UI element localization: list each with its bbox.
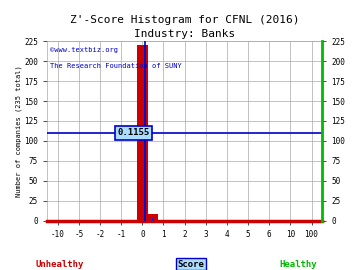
Bar [148,214,158,221]
Text: 0.1155: 0.1155 [117,129,149,137]
Text: Score: Score [177,260,204,269]
Bar [152,218,154,221]
Bar [137,45,148,221]
Text: The Research Foundation of SUNY: The Research Foundation of SUNY [50,63,182,69]
Title: Z'-Score Histogram for CFNL (2016)
Industry: Banks: Z'-Score Histogram for CFNL (2016) Indus… [70,15,300,39]
Text: Unhealthy: Unhealthy [36,260,84,269]
Bar [144,45,145,221]
Text: Healthy: Healthy [279,260,317,269]
Y-axis label: Number of companies (235 total): Number of companies (235 total) [15,65,22,197]
Text: ©www.textbiz.org: ©www.textbiz.org [50,46,118,53]
